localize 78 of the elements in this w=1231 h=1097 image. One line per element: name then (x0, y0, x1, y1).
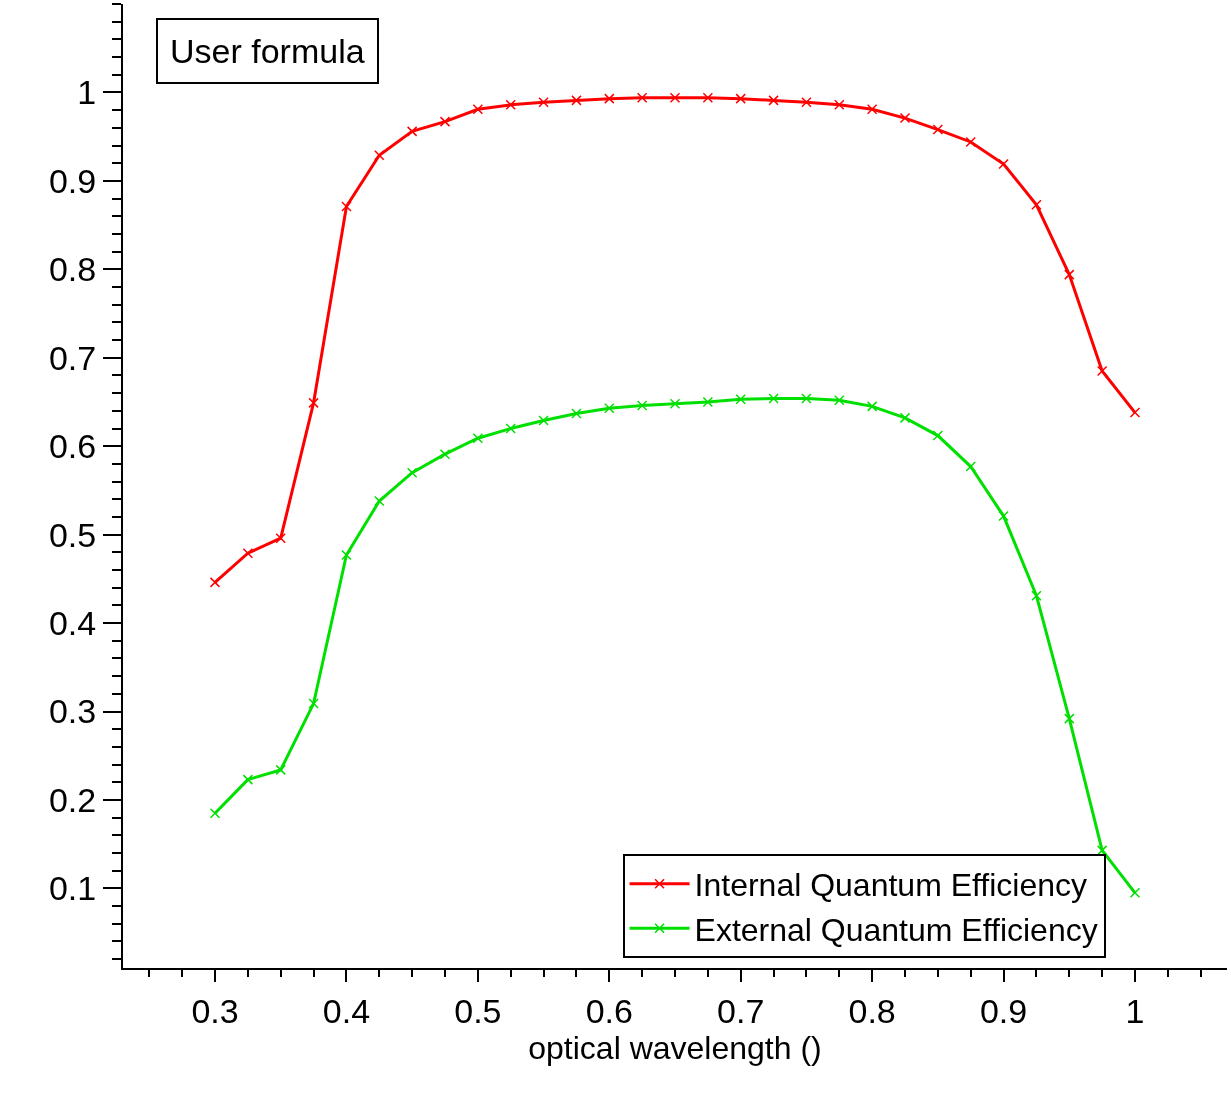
point (899, 112, 911, 124)
point (768, 95, 779, 106)
point (1129, 887, 1141, 899)
point (1064, 269, 1075, 280)
point (1031, 199, 1042, 211)
point (439, 448, 451, 460)
point (275, 764, 286, 776)
y-tick-label: 0.9 (48, 161, 97, 200)
point (932, 430, 944, 441)
point (669, 398, 681, 409)
point (702, 396, 714, 408)
point (242, 774, 254, 785)
point (1031, 590, 1042, 601)
point (275, 532, 286, 544)
point (308, 698, 319, 709)
y-tick-label: 0.3 (48, 692, 97, 731)
point (406, 467, 418, 478)
y-tick-label: 0.7 (48, 338, 97, 377)
x-tick-label: 0.6 (585, 991, 633, 1030)
legend-label: Internal Quantum Efficiency (694, 867, 1088, 904)
point (866, 401, 878, 412)
annotation: User formula (170, 32, 365, 70)
point (768, 393, 779, 404)
y-tick-label: 0.6 (48, 427, 97, 466)
point (899, 412, 911, 424)
point (735, 394, 746, 405)
point (472, 103, 484, 115)
x-tick-label: 0.4 (322, 991, 371, 1030)
point (604, 402, 615, 414)
point (801, 393, 812, 404)
point (374, 495, 385, 507)
y-tick-label: 0.4 (48, 603, 97, 642)
point (341, 549, 352, 561)
point (406, 126, 418, 137)
y-tick-label: 1 (77, 73, 97, 112)
x-tick-label: 0.7 (717, 991, 765, 1030)
point (439, 116, 451, 127)
point (998, 158, 1009, 170)
point (834, 394, 845, 406)
point (505, 99, 516, 111)
point (538, 415, 549, 426)
point (669, 92, 681, 103)
x-tick-label: 0.9 (979, 991, 1028, 1030)
point (242, 547, 254, 559)
point (472, 432, 484, 444)
point (636, 400, 648, 411)
point (604, 93, 615, 104)
x-tick-label: 0.3 (191, 991, 239, 1030)
point (965, 136, 976, 148)
point (571, 408, 582, 419)
x-tick-label: 0.5 (454, 991, 502, 1030)
legend-label: External Quantum Efficiency (694, 911, 1098, 948)
x-tick-label: 0.8 (848, 991, 896, 1030)
y-tick-label: 0.2 (48, 780, 97, 819)
point (1096, 365, 1108, 377)
point (866, 103, 878, 115)
point (571, 95, 582, 106)
y-tick-label: 0.5 (48, 515, 97, 554)
point (1064, 713, 1075, 724)
point (209, 807, 221, 819)
y-tick-label: 0.1 (48, 869, 97, 908)
point (636, 92, 648, 103)
point (341, 201, 352, 212)
point (209, 577, 221, 588)
point (308, 397, 319, 409)
point (932, 124, 944, 135)
point (1129, 407, 1141, 418)
x-axis-title: optical wavelength () (528, 1029, 822, 1066)
point (834, 99, 845, 111)
point (538, 96, 549, 108)
point (505, 423, 516, 434)
point (801, 96, 812, 108)
point (374, 149, 385, 161)
x-tick-label: 1 (1125, 991, 1145, 1030)
point (998, 510, 1009, 522)
point (702, 92, 714, 103)
y-tick-label: 0.8 (48, 250, 97, 289)
point (735, 93, 746, 104)
